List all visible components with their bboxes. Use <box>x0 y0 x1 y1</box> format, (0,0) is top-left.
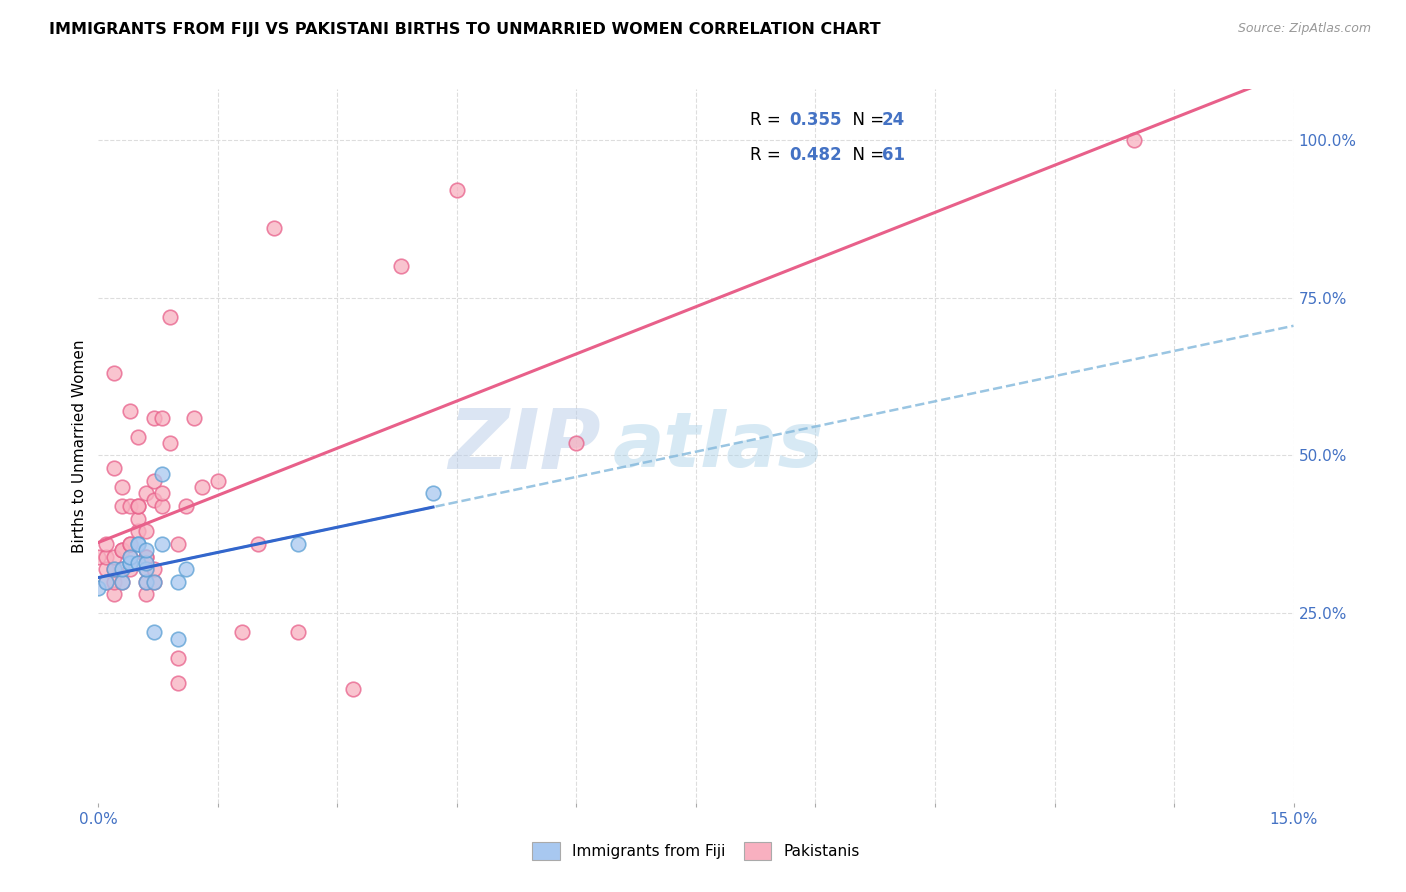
Point <box>446 183 468 197</box>
Point <box>96 549 118 564</box>
Point <box>174 499 197 513</box>
Point <box>120 549 142 564</box>
Point <box>103 562 125 576</box>
Point <box>246 537 269 551</box>
Point <box>135 574 157 589</box>
Point <box>127 537 149 551</box>
Point <box>111 562 134 576</box>
Point <box>127 499 149 513</box>
Point <box>150 499 173 513</box>
Point <box>127 429 149 443</box>
Point <box>150 486 173 500</box>
Point <box>111 562 134 576</box>
Point <box>143 574 166 589</box>
Point <box>150 410 173 425</box>
Point <box>103 549 125 564</box>
Point <box>127 499 149 513</box>
Point <box>127 537 149 551</box>
Point <box>143 625 166 640</box>
Text: 24: 24 <box>882 111 905 128</box>
Point <box>135 574 157 589</box>
Point <box>143 574 166 589</box>
Point <box>183 410 205 425</box>
Point <box>159 435 181 450</box>
Text: R =: R = <box>749 111 786 128</box>
Point <box>1123 133 1146 147</box>
Point <box>207 474 229 488</box>
Point <box>103 367 125 381</box>
Point <box>263 221 285 235</box>
Point <box>127 556 149 570</box>
Point <box>87 581 110 595</box>
Text: 0.482: 0.482 <box>789 145 842 164</box>
Point <box>103 461 125 475</box>
Point <box>287 537 309 551</box>
Point <box>120 499 142 513</box>
Point <box>120 562 142 576</box>
Point <box>167 650 190 665</box>
Point <box>127 511 149 525</box>
Point <box>135 587 157 601</box>
Point <box>135 549 157 564</box>
Text: N =: N = <box>842 111 890 128</box>
Point <box>120 556 142 570</box>
Point <box>120 556 142 570</box>
Point <box>96 537 118 551</box>
Point <box>231 625 253 640</box>
Point <box>135 562 157 576</box>
Point <box>96 574 118 589</box>
Point <box>389 259 412 273</box>
Point <box>167 574 190 589</box>
Text: 61: 61 <box>882 145 905 164</box>
Point <box>422 486 444 500</box>
Point <box>174 562 197 576</box>
Text: R =: R = <box>749 145 786 164</box>
Point <box>96 574 118 589</box>
Text: atlas: atlas <box>613 409 824 483</box>
Y-axis label: Births to Unmarried Women: Births to Unmarried Women <box>72 339 87 553</box>
Point <box>135 549 157 564</box>
Point <box>191 480 214 494</box>
Point <box>87 549 110 564</box>
Text: ZIP: ZIP <box>447 406 600 486</box>
Point <box>167 632 190 646</box>
Text: Source: ZipAtlas.com: Source: ZipAtlas.com <box>1237 22 1371 36</box>
Point <box>111 543 134 558</box>
Point <box>135 486 157 500</box>
Point <box>167 675 190 690</box>
Point <box>150 467 173 482</box>
Point <box>111 574 134 589</box>
Point <box>135 524 157 539</box>
Point <box>127 524 149 539</box>
Legend: Immigrants from Fiji, Pakistanis: Immigrants from Fiji, Pakistanis <box>526 836 866 866</box>
Point <box>143 562 166 576</box>
Point <box>135 562 157 576</box>
Point <box>135 543 157 558</box>
Point <box>143 492 166 507</box>
Text: 0.355: 0.355 <box>789 111 842 128</box>
Point <box>120 537 142 551</box>
Point <box>111 574 134 589</box>
Point <box>135 556 157 570</box>
Point <box>120 537 142 551</box>
Point <box>120 404 142 418</box>
Point <box>150 537 173 551</box>
Point <box>111 480 134 494</box>
Point <box>143 474 166 488</box>
Point <box>143 410 166 425</box>
Point <box>167 537 190 551</box>
Point <box>103 562 125 576</box>
Point <box>111 543 134 558</box>
Point <box>120 549 142 564</box>
Point <box>565 435 588 450</box>
Point <box>342 682 364 697</box>
Point <box>96 562 118 576</box>
Point <box>103 574 125 589</box>
Point <box>287 625 309 640</box>
Point <box>111 499 134 513</box>
Point <box>159 310 181 324</box>
Text: N =: N = <box>842 145 890 164</box>
Point <box>103 587 125 601</box>
Text: IMMIGRANTS FROM FIJI VS PAKISTANI BIRTHS TO UNMARRIED WOMEN CORRELATION CHART: IMMIGRANTS FROM FIJI VS PAKISTANI BIRTHS… <box>49 22 880 37</box>
